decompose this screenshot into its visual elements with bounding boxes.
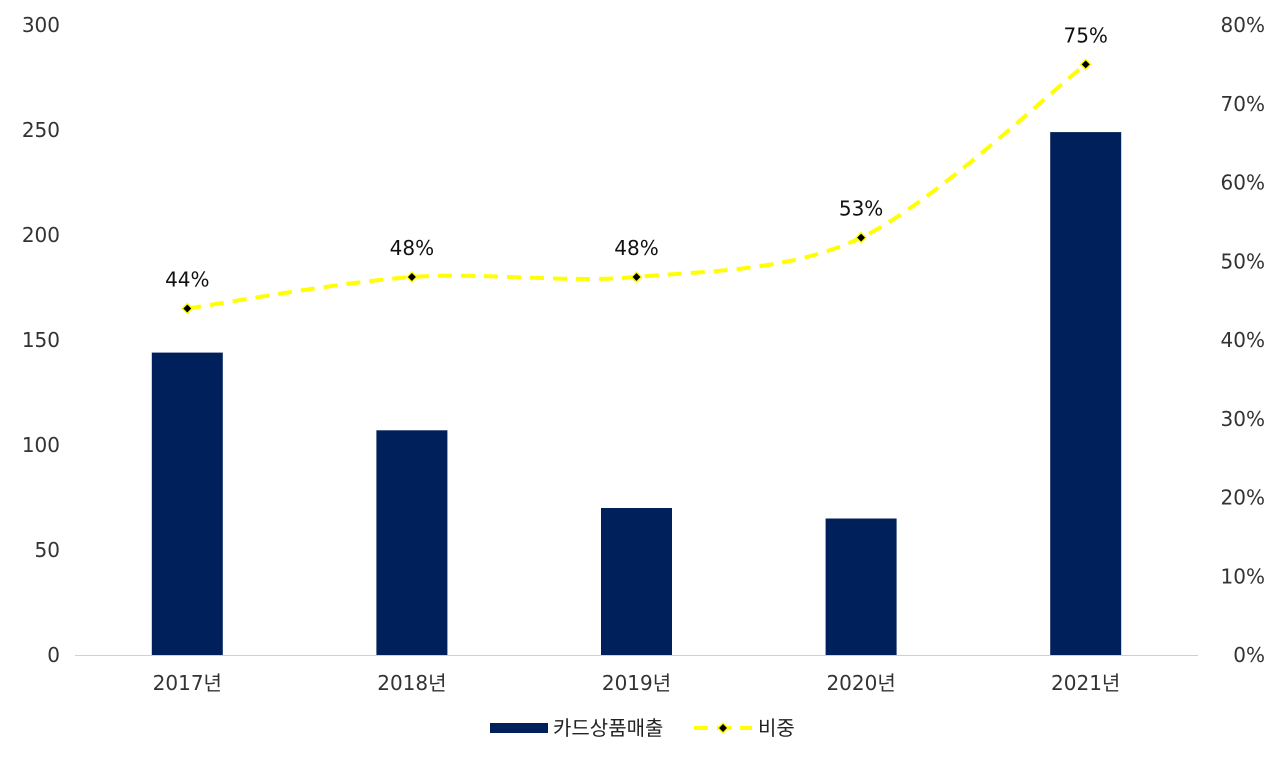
y-right-tick-label: 60% <box>1221 171 1265 195</box>
x-tick-label: 2019년 <box>602 671 671 695</box>
bar-series <box>151 132 1122 656</box>
legend-label-bar: 카드상품매출 <box>553 716 663 740</box>
x-tick-label: 2020년 <box>826 671 895 695</box>
line-point-0 <box>181 302 194 315</box>
line-point-2 <box>630 270 643 284</box>
y-axis-left: 0 50 100 150 200 250 300 <box>22 13 60 667</box>
legend-label-line: 비중 <box>758 716 795 740</box>
bar-2 <box>601 508 672 655</box>
bar-1 <box>376 430 448 655</box>
x-tick-label: 2017년 <box>153 671 222 695</box>
line-series: 44% 48% 48% 53% 75% <box>165 23 1108 315</box>
y-left-tick-label: 300 <box>22 13 60 37</box>
line-point-3 <box>855 231 868 244</box>
y-left-tick-label: 150 <box>22 328 60 352</box>
y-right-tick-label: 50% <box>1221 249 1265 273</box>
y-right-tick-label: 20% <box>1221 486 1265 510</box>
x-axis: 2017년 2018년 2019년 2020년 2021년 <box>75 655 1198 695</box>
legend-marker-line <box>716 721 730 735</box>
y-right-tick-label: 0% <box>1233 643 1265 667</box>
line-data-label: 44% <box>165 268 209 292</box>
line-point-4 <box>1079 58 1092 71</box>
y-left-tick-label: 50 <box>35 538 60 562</box>
legend: 카드상품매출 비중 <box>490 716 795 740</box>
line-data-label: 75% <box>1063 23 1107 47</box>
x-tick-label: 2021년 <box>1051 671 1120 695</box>
line-data-label: 48% <box>390 236 434 260</box>
y-right-tick-label: 80% <box>1221 13 1265 37</box>
y-right-tick-label: 70% <box>1221 92 1265 116</box>
y-left-tick-label: 100 <box>22 433 60 457</box>
y-left-tick-label: 200 <box>22 223 60 247</box>
line-data-label: 48% <box>614 236 658 260</box>
bar-3 <box>825 518 897 655</box>
y-axis-right: 0% 10% 20% 30% 40% 50% 60% 70% 80% <box>1221 13 1265 667</box>
bar-4 <box>1050 132 1122 656</box>
x-tick-label: 2018년 <box>377 671 446 695</box>
line-path <box>187 62 1087 311</box>
y-left-tick-label: 250 <box>22 118 60 142</box>
line-point-1 <box>405 270 418 284</box>
y-right-tick-label: 10% <box>1221 564 1265 588</box>
bar-0 <box>151 352 223 655</box>
y-left-tick-label: 0 <box>47 643 60 667</box>
y-right-tick-label: 30% <box>1221 407 1265 431</box>
legend-swatch-bar <box>490 723 548 733</box>
line-data-label: 53% <box>839 197 883 221</box>
y-right-tick-label: 40% <box>1221 328 1265 352</box>
